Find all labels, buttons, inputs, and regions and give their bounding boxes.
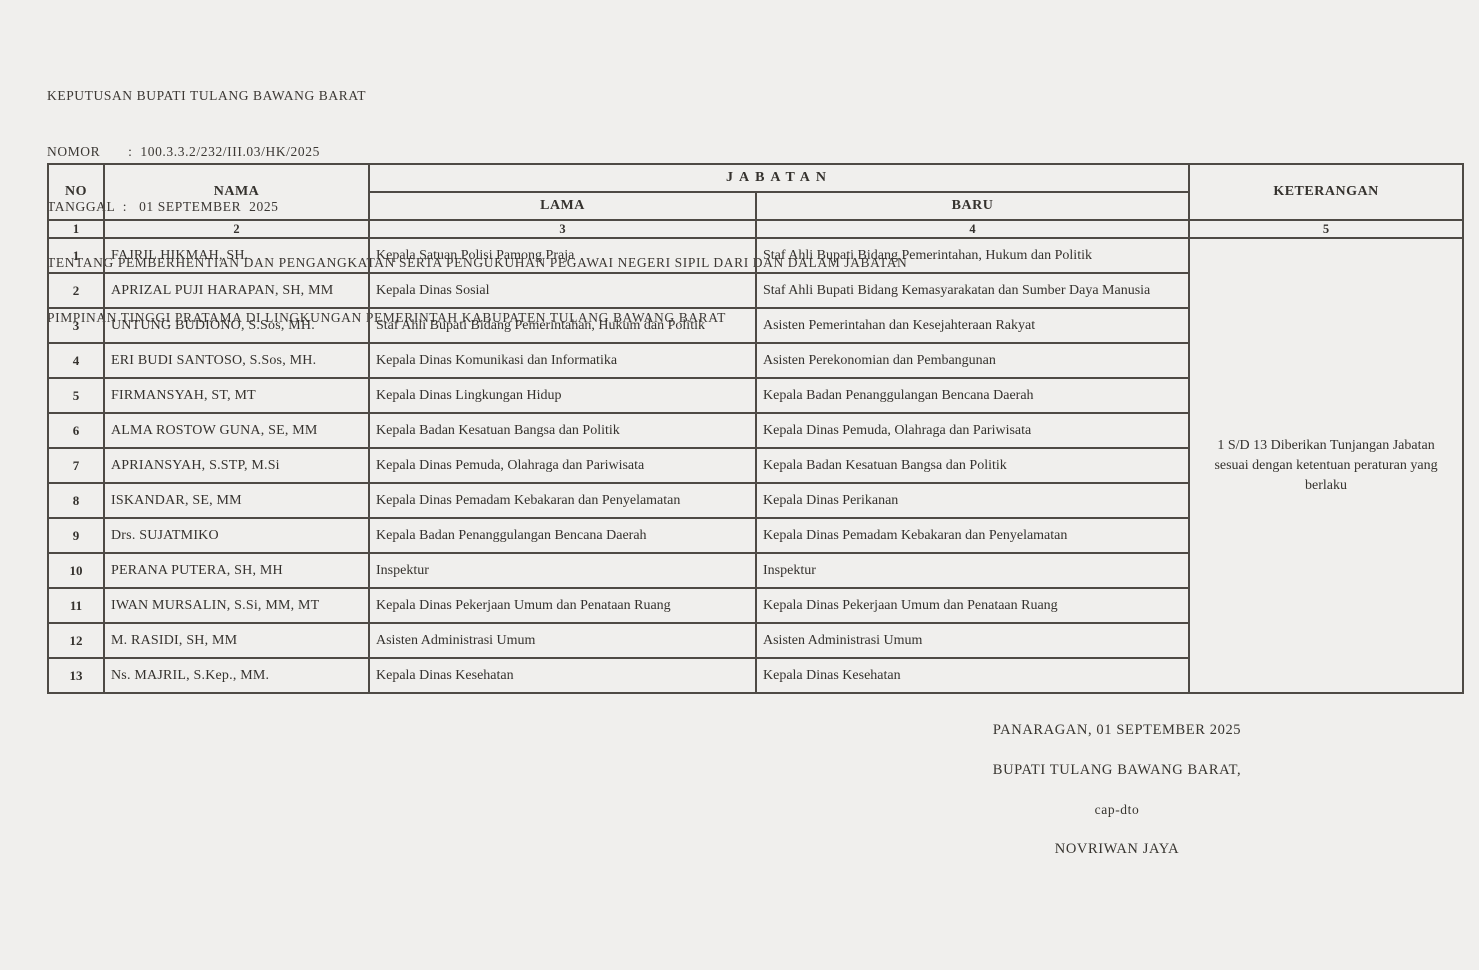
cell-nama: IWAN MURSALIN, S.Si, MM, MT <box>103 587 370 624</box>
cell-jabatan-baru: Kepala Dinas Kesehatan <box>754 657 1191 694</box>
cell-jabatan-lama: Staf Ahli Bupati Bidang Pemerintahan, Hu… <box>368 307 757 344</box>
cell-nama: ALMA ROSTOW GUNA, SE, MM <box>103 412 370 449</box>
cell-jabatan-baru: Kepala Dinas Pemuda, Olahraga dan Pariwi… <box>754 412 1191 449</box>
col-header-nama: NAMA <box>103 163 370 221</box>
cell-jabatan-baru: Kepala Dinas Pemadam Kebakaran dan Penye… <box>754 517 1191 554</box>
cell-jabatan-lama: Inspektur <box>368 552 757 589</box>
cell-no: 6 <box>47 412 105 449</box>
column-number-row: 1 2 3 4 5 <box>47 219 1465 239</box>
cell-nama: ERI BUDI SANTOSO, S.Sos, MH. <box>103 342 370 379</box>
col-header-lama: LAMA <box>368 191 757 221</box>
cell-nama: M. RASIDI, SH, MM <box>103 622 370 659</box>
cell-jabatan-baru: Kepala Dinas Perikanan <box>754 482 1191 519</box>
cell-nama: FAJRIL HIKMAH, SH. <box>103 237 370 274</box>
cell-no: 9 <box>47 517 105 554</box>
cell-jabatan-lama: Kepala Dinas Pemuda, Olahraga dan Pariwi… <box>368 447 757 484</box>
col-header-jabatan: JABATAN <box>367 163 1191 193</box>
table-row: 8 ISKANDAR, SE, MM Kepala Dinas Pemadam … <box>47 482 1463 519</box>
table-header-row-2: LAMA BARU <box>48 191 1463 221</box>
cell-nama: PERANA PUTERA, SH, MH <box>103 552 370 589</box>
cell-nama: ISKANDAR, SE, MM <box>103 482 370 519</box>
cell-jabatan-lama: Kepala Dinas Pekerjaan Umum dan Penataan… <box>368 587 757 624</box>
cell-jabatan-baru: Inspektur <box>754 552 1191 589</box>
cell-nama: UNTUNG BUDIONO, S.Sos, MH. <box>103 307 370 344</box>
cell-no: 11 <box>47 587 105 624</box>
cell-jabatan-lama: Kepala Badan Penanggulangan Bencana Daer… <box>368 517 757 554</box>
table-row: 7 APRIANSYAH, S.STP, M.Si Kepala Dinas P… <box>47 447 1463 484</box>
cell-jabatan-lama: Kepala Dinas Lingkungan Hidup <box>368 377 757 414</box>
signature-stamp-note: cap-dto <box>1094 802 1140 817</box>
cell-jabatan-baru: Asisten Perekonomian dan Pembangunan <box>754 342 1191 379</box>
cell-jabatan-baru: Kepala Dinas Pekerjaan Umum dan Penataan… <box>754 587 1191 624</box>
cell-nama: Ns. MAJRIL, S.Kep., MM. <box>103 657 370 694</box>
cell-jabatan-baru: Kepala Badan Kesatuan Bangsa dan Politik <box>754 447 1191 484</box>
cell-jabatan-lama: Kepala Dinas Sosial <box>368 272 757 309</box>
cell-nama: APRIZAL PUJI HARAPAN, SH, MM <box>103 272 370 309</box>
cell-no: 3 <box>47 307 105 344</box>
cell-no: 13 <box>47 657 105 694</box>
col-header-no: NO <box>47 163 105 221</box>
table-row: 3 UNTUNG BUDIONO, S.Sos, MH. Staf Ahli B… <box>47 307 1463 344</box>
cell-jabatan-lama: Kepala Badan Kesatuan Bangsa dan Politik <box>368 412 757 449</box>
cell-no: 12 <box>47 622 105 659</box>
col-number-2: 2 <box>103 219 370 239</box>
cell-no: 2 <box>47 272 105 309</box>
col-header-keterangan: KETERANGAN <box>1188 163 1465 221</box>
col-number-3: 3 <box>368 219 757 239</box>
table-row: 10 PERANA PUTERA, SH, MH Inspektur Inspe… <box>47 552 1463 589</box>
cell-jabatan-lama: Kepala Dinas Kesehatan <box>368 657 757 694</box>
cell-jabatan-baru: Staf Ahli Bupati Bidang Pemerintahan, Hu… <box>754 237 1191 274</box>
cell-jabatan-lama: Asisten Administrasi Umum <box>368 622 757 659</box>
col-number-1: 1 <box>47 219 105 239</box>
signature-place-date: PANARAGAN, 01 SEPTEMBER 2025 <box>992 722 1242 738</box>
col-header-baru: BARU <box>754 191 1191 221</box>
col-number-5: 5 <box>1188 219 1465 239</box>
table-row: 5 FIRMANSYAH, ST, MT Kepala Dinas Lingku… <box>47 377 1463 414</box>
table-row: 4 ERI BUDI SANTOSO, S.Sos, MH. Kepala Di… <box>47 342 1463 379</box>
cell-no: 1 <box>47 237 105 274</box>
cell-jabatan-baru: Asisten Pemerintahan dan Kesejahteraan R… <box>754 307 1191 344</box>
doc-title-line: KEPUTUSAN BUPATI TULANG BAWANG BARAT <box>47 88 367 103</box>
table-row: 6 ALMA ROSTOW GUNA, SE, MM Kepala Badan … <box>47 412 1463 449</box>
table-row: 11 IWAN MURSALIN, S.Si, MM, MT Kepala Di… <box>47 587 1463 624</box>
cell-no: 10 <box>47 552 105 589</box>
cell-jabatan-lama: Kepala Satuan Polisi Pamong Praja <box>368 237 757 274</box>
table-row: 12 M. RASIDI, SH, MM Asisten Administras… <box>47 622 1463 659</box>
table-row: 13 Ns. MAJRIL, S.Kep., MM. Kepala Dinas … <box>47 657 1463 694</box>
cell-keterangan-merged: 1 S/D 13 Diberikan Tunjangan Jabatan ses… <box>1188 237 1465 694</box>
cell-no: 8 <box>47 482 105 519</box>
cell-jabatan-lama: Kepala Dinas Komunikasi dan Informatika <box>368 342 757 379</box>
cell-jabatan-lama: Kepala Dinas Pemadam Kebakaran dan Penye… <box>368 482 757 519</box>
cell-jabatan-baru: Kepala Badan Penanggulangan Bencana Daer… <box>754 377 1191 414</box>
table-row: 1 FAJRIL HIKMAH, SH. Kepala Satuan Polis… <box>47 237 1465 694</box>
assignment-table: NO NAMA JABATAN KETERANGAN LAMA BARU 1 2… <box>47 163 1465 694</box>
signature-name: NOVRIWAN JAYA <box>1054 841 1180 857</box>
table-row: 9 Drs. SUJATMIKO Kepala Badan Penanggula… <box>47 517 1463 554</box>
cell-nama: Drs. SUJATMIKO <box>103 517 370 554</box>
cell-nama: FIRMANSYAH, ST, MT <box>103 377 370 414</box>
table-row: 2 APRIZAL PUJI HARAPAN, SH, MM Kepala Di… <box>47 272 1463 309</box>
cell-nama: APRIANSYAH, S.STP, M.Si <box>103 447 370 484</box>
cell-no: 7 <box>47 447 105 484</box>
cell-no: 4 <box>47 342 105 379</box>
signature-title: BUPATI TULANG BAWANG BARAT, <box>992 762 1242 778</box>
cell-no: 5 <box>47 377 105 414</box>
col-number-4: 4 <box>754 219 1191 239</box>
cell-jabatan-baru: Staf Ahli Bupati Bidang Kemasyarakatan d… <box>754 272 1191 309</box>
table-header-row-1: NO NAMA JABATAN KETERANGAN <box>47 163 1465 221</box>
cell-jabatan-baru: Asisten Administrasi Umum <box>754 622 1191 659</box>
doc-number-line: NOMOR : 100.3.3.2/232/III.03/HK/2025 <box>47 143 320 159</box>
signature-block: PANARAGAN, 01 SEPTEMBER 2025 BUPATI TULA… <box>952 722 1282 881</box>
